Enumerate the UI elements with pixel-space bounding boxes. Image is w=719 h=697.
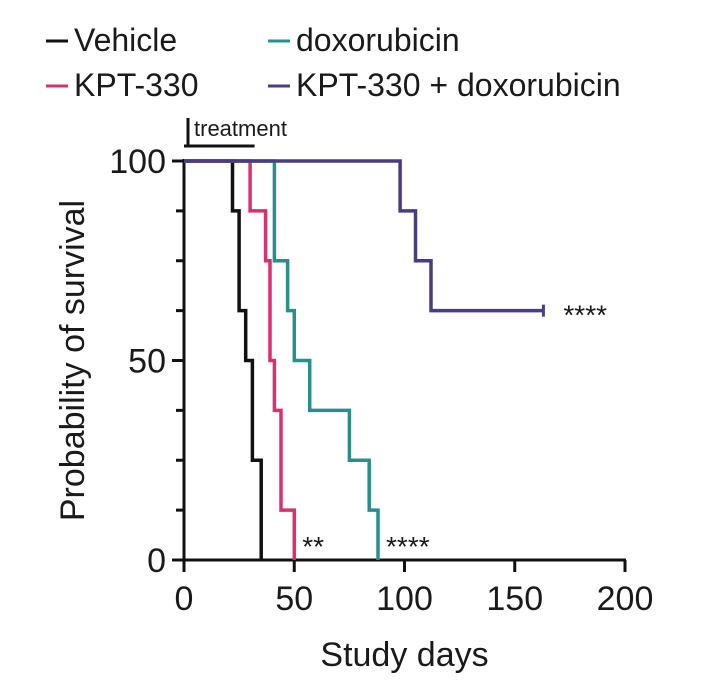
- x-tick-label: 200: [597, 580, 654, 618]
- series-layer: [184, 159, 545, 560]
- legend-label-kpt330: KPT-330: [74, 67, 199, 103]
- x-tick-label: 50: [275, 580, 313, 618]
- series-line-vehicle: [184, 159, 263, 560]
- x-axis-title: Study days: [320, 636, 488, 674]
- significance-label-kpt-330-doxorubicin: ****: [563, 300, 607, 331]
- series-line-kpt-330-doxorubicin: [184, 159, 544, 313]
- significance-label-kpt-330: **: [302, 531, 324, 562]
- legend-label-kpt330-doxorubicin: KPT-330 + doxorubicin: [296, 67, 621, 103]
- x-tick-label: 100: [376, 580, 433, 618]
- y-axis-ticks: 0 50 100: [109, 143, 184, 580]
- series-line-doxorubicin: [184, 159, 380, 560]
- y-tick-label: 100: [109, 143, 166, 181]
- x-tick-label: 0: [175, 580, 194, 618]
- x-axis-ticks: 0 50 100 150 200: [175, 560, 654, 618]
- axes: 0 50 100 0 50 100 150 200 Study days Probabili…: [54, 143, 653, 674]
- legend-label-doxorubicin: doxorubicin: [296, 22, 460, 58]
- treatment-label: treatment: [194, 116, 287, 141]
- significance-annotations: **********: [302, 300, 607, 562]
- legend: Vehicle doxorubicin KPT-330 KPT-330 + do…: [46, 22, 621, 103]
- significance-label-doxorubicin: ****: [386, 531, 430, 562]
- y-tick-label: 0: [147, 542, 166, 580]
- x-tick-label: 150: [486, 580, 543, 618]
- y-tick-label: 50: [128, 343, 166, 381]
- legend-label-vehicle: Vehicle: [74, 22, 177, 58]
- series-line-kpt-330: [184, 159, 297, 560]
- y-axis-title: Probability of survival: [54, 200, 92, 521]
- treatment-indicator: treatment: [184, 116, 287, 148]
